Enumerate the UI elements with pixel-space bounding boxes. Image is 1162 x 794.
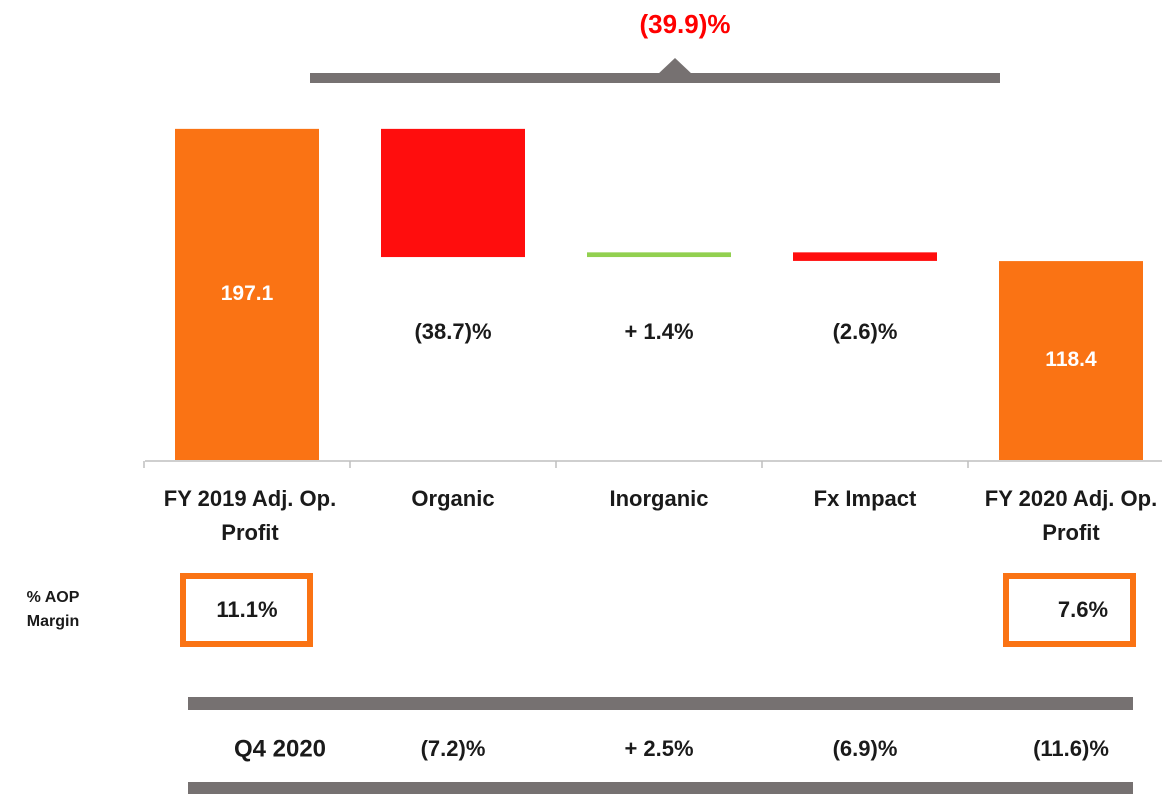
x-tick-label: Organic	[411, 486, 495, 511]
margin-box	[180, 573, 313, 647]
x-tick-label: FY 2020 Adj. Op. Profit	[984, 486, 1158, 545]
bar	[793, 252, 937, 261]
change-label: + 1.4%	[624, 319, 693, 344]
change-label: (2.6)%	[833, 319, 898, 344]
x-tick-label: Fx Impact	[813, 486, 917, 511]
change-label: (38.7)%	[414, 319, 491, 344]
margin-value: 11.1%	[216, 597, 277, 622]
total-change: (39.9)%	[639, 9, 730, 39]
value-label: 118.4	[1045, 348, 1097, 371]
x-tick-label: Inorganic	[609, 486, 709, 511]
quarter-label: Q4 2020	[234, 735, 326, 762]
margin-label: % AOP Margin	[26, 589, 80, 630]
bracket	[310, 73, 1000, 83]
bracket-arrow	[657, 58, 693, 75]
bar	[381, 128, 525, 258]
margin-value: 7.6%	[1058, 597, 1108, 622]
quarter-value: (7.2)%	[421, 736, 486, 761]
x-tick-label: FY 2019 Adj. Op. Profit	[163, 486, 337, 545]
bar	[999, 261, 1143, 460]
quarter-value: (6.9)%	[833, 736, 898, 761]
divider	[188, 782, 1133, 794]
value-label: 197.1	[221, 282, 274, 305]
divider	[188, 697, 1133, 710]
quarter-value: + 2.5%	[624, 736, 693, 761]
margin-box	[1003, 573, 1136, 647]
quarter-value: (11.6)%	[1033, 736, 1109, 761]
bar	[587, 252, 731, 258]
bar	[175, 128, 319, 460]
